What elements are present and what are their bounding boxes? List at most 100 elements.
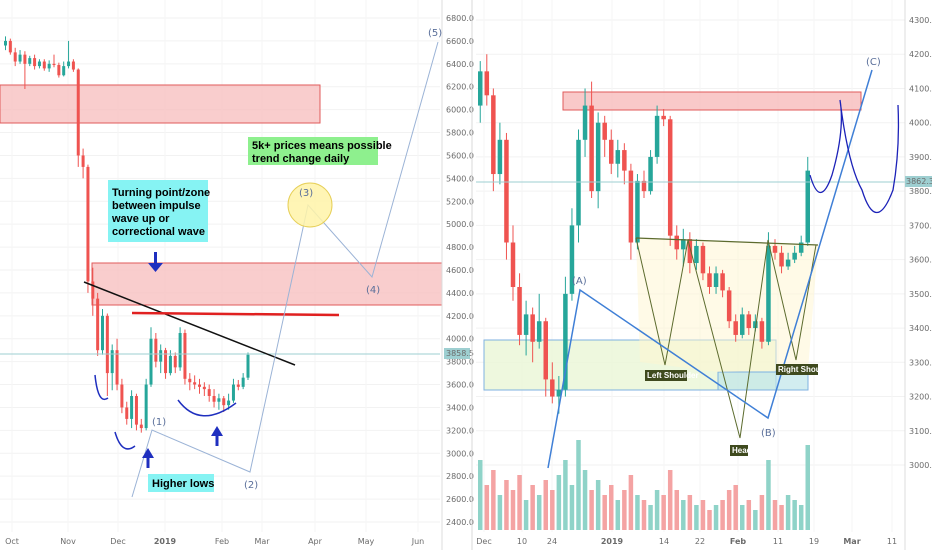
right-candle-body	[484, 71, 490, 96]
right-volume-bar	[694, 505, 699, 530]
lows-box-text: Higher lows	[152, 478, 214, 490]
trend-box-text: 5k+ prices means possible trend change da…	[252, 140, 392, 165]
right-y-tick-label: 3600.00	[909, 256, 932, 265]
right-volume-bar	[667, 470, 673, 530]
left-candle-body	[202, 386, 206, 390]
right-candle-body	[556, 389, 562, 397]
left-candle-body	[193, 382, 197, 385]
wave-label-2: (2)	[244, 480, 258, 491]
turning-zone	[91, 262, 443, 306]
right-candle-body	[589, 105, 594, 192]
right-volume-bar	[746, 500, 752, 530]
right-volume-bar	[779, 505, 784, 530]
right-volume-bar	[484, 485, 490, 530]
left-candle-body	[139, 424, 143, 429]
right-candle-body	[530, 314, 535, 342]
right-volume-bar	[491, 470, 496, 530]
right-candle-body	[576, 139, 581, 226]
right-x-tick-label: 11	[773, 537, 783, 546]
left-y-tick-label: 3800.0	[446, 358, 474, 367]
right-volume-bar	[805, 445, 810, 530]
abc-wave-path	[547, 69, 873, 469]
right-y-tick-label: 4200.00	[909, 50, 932, 59]
left-candle-body	[28, 58, 32, 64]
left-candle-body	[134, 396, 138, 425]
right-volume-bar	[766, 460, 771, 530]
left-candle-body	[52, 63, 56, 65]
left-candle-body	[4, 40, 7, 46]
right-candle-body	[491, 95, 496, 175]
left-y-tick-label: 3200.0	[446, 426, 474, 435]
left-y-tick-label: 4200.0	[446, 312, 474, 321]
left-candles	[4, 36, 250, 433]
trend-box-bg	[248, 137, 378, 165]
right-candle-body	[563, 293, 568, 390]
horizontal-resistance-line	[131, 311, 340, 317]
left-candle-body	[149, 338, 153, 385]
right-volume-bar	[609, 485, 614, 530]
left-candle-body	[183, 333, 187, 379]
left-candle-body	[71, 61, 75, 70]
right-y-tick-label: 3100.00	[909, 427, 932, 436]
right-volume-bar	[556, 475, 562, 530]
right-volume-bar	[674, 490, 679, 530]
right-volume-bar	[648, 505, 653, 530]
right-candle-body	[746, 314, 752, 329]
right-x-tick-label: 19	[809, 537, 819, 546]
right-candle-body	[609, 139, 614, 164]
left-candle-body	[67, 61, 71, 67]
left-candle-body	[110, 350, 114, 374]
right-candle-body	[622, 150, 627, 171]
left-candle-body	[91, 281, 95, 299]
right-y-tick-label: 4000.00	[909, 119, 932, 128]
right-volume-bar	[569, 485, 575, 530]
right-time-axis: Dec 10 24 2019 14 22 Feb 11 19 Mar 11	[476, 537, 897, 546]
right-volume-bar	[504, 480, 509, 530]
right-x-tick-label: 14	[659, 537, 669, 546]
right-volume-bars	[478, 440, 810, 530]
right-volume-bar	[582, 470, 588, 530]
right-candle-body	[681, 239, 686, 250]
wave-label-3: (3)	[299, 188, 313, 199]
right-y-tick-label: 3800.00	[909, 187, 932, 196]
descending-trendline	[83, 281, 296, 366]
right-price-axis: 4300.00 4200.00 4100.00 4000.00 3900.00 3800.…	[904, 0, 932, 550]
left-y-tick-label: 3000.0	[446, 449, 474, 458]
left-x-tick-label: Dec	[110, 537, 125, 546]
down-arrow-icon	[148, 252, 163, 272]
right-support-zone-inner	[717, 371, 809, 391]
left-y-tick-label: 6200.0	[446, 83, 474, 92]
right-volume-bar	[740, 505, 745, 530]
right-x-tick-label: 2019	[601, 537, 624, 546]
left-shoulder-tag: Left Shoulder	[647, 371, 699, 380]
right-candle-body	[733, 321, 738, 335]
right-volume-bar	[726, 490, 732, 530]
right-volume-bar	[595, 480, 601, 530]
right-candle-body	[753, 321, 758, 329]
left-candle-body	[62, 66, 66, 76]
left-candle-body	[105, 315, 109, 374]
left-candle-body	[164, 350, 168, 374]
left-candle-body	[212, 396, 216, 402]
left-candle-body	[47, 63, 51, 69]
right-volume-bar	[713, 505, 719, 530]
right-candle-body	[667, 119, 673, 236]
right-volume-bar	[478, 460, 483, 530]
right-x-tick-label: 11	[887, 537, 897, 546]
left-y-tick-label: 6000.0	[446, 106, 474, 115]
right-candle-body	[517, 287, 522, 335]
left-y-tick-label: 3400.0	[446, 403, 474, 412]
left-candle-body	[207, 389, 211, 396]
right-volume-bar	[641, 500, 647, 530]
right-x-tick-label: Mar	[843, 537, 860, 546]
right-candle-body	[641, 180, 647, 192]
left-time-axis: Oct Nov Dec 2019 Feb Mar Apr May Jun	[5, 537, 424, 546]
right-volume-bar	[687, 495, 693, 530]
right-chart-panel: (A) (B) (C) Left Shoulder Head Right Sho…	[476, 0, 932, 550]
left-candle-body	[236, 384, 240, 387]
info-box-bg	[108, 180, 208, 242]
left-candle-body	[246, 354, 250, 378]
left-x-tick-label: Mar	[254, 537, 270, 546]
right-volume-bar	[576, 440, 581, 530]
left-candle-body	[188, 378, 192, 383]
